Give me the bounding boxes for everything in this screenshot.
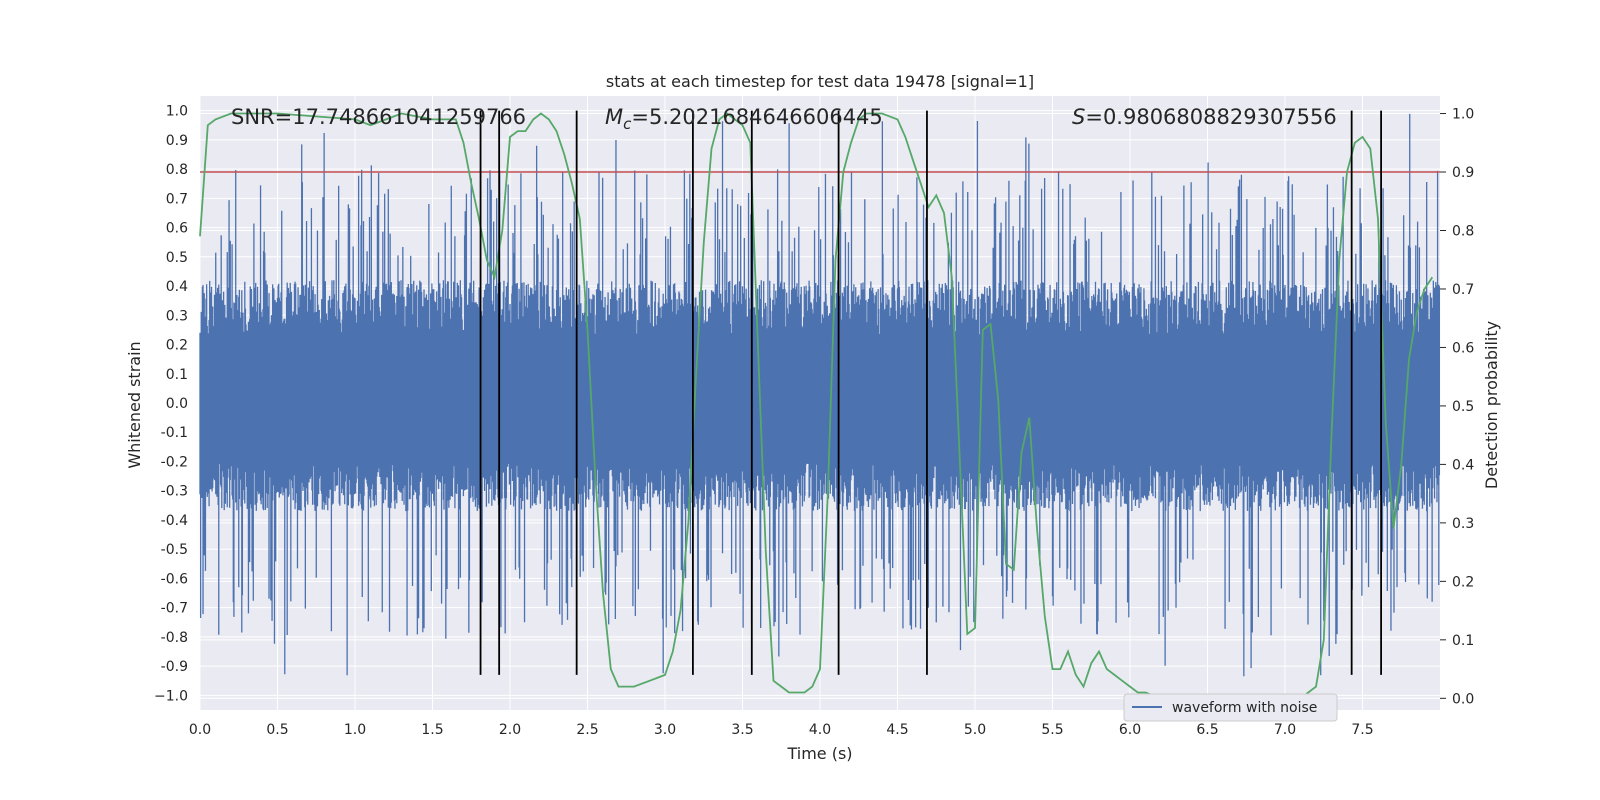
x-tick-label: 1.0	[344, 722, 366, 738]
chirp-mass-symbol: M	[605, 105, 623, 129]
y-tick-label: -0.7	[161, 601, 188, 617]
legend-box	[1123, 693, 1338, 722]
y-axis-label: Whitened strain	[125, 341, 144, 468]
y-tick-label: -0.6	[161, 571, 188, 587]
x-tick-label: 5.0	[964, 722, 986, 738]
chart-title: stats at each timestep for test data 194…	[606, 72, 1034, 91]
y2-tick-label: 0.1	[1452, 633, 1474, 649]
chirp-mass-subscript: c	[623, 115, 632, 133]
x-tick-label: 2.0	[499, 722, 521, 738]
x-tick-label: 4.5	[886, 722, 908, 738]
x-tick-label: 7.0	[1274, 722, 1296, 738]
x-tick-label: 7.5	[1351, 722, 1373, 738]
y-tick-label: -0.2	[161, 454, 188, 470]
y-tick-label: 0.1	[166, 367, 188, 383]
y-tick-label: 0.5	[166, 250, 188, 266]
x-axis-label: Time (s)	[786, 744, 852, 763]
y-tick-label: -0.1	[161, 425, 188, 441]
y-tick-label: 0.0	[166, 396, 188, 412]
y-tick-label: 0.7	[166, 191, 188, 207]
x-tick-label: 6.0	[1119, 722, 1141, 738]
x-tick-label: 3.0	[654, 722, 676, 738]
y-tick-label: 0.2	[166, 338, 188, 354]
snr-annotation: SNR=17.748661041259766	[231, 105, 526, 129]
y2-axis-label: Detection probability	[1482, 321, 1501, 489]
y2-axis-ticks: 1.0 0.9 0.8 0.7 0.6 0.5 0.4 0.3 0.2 0.1 0.0	[1440, 107, 1474, 707]
y2-tick-label: 0.3	[1452, 516, 1474, 532]
legend-label: waveform with noise	[1172, 700, 1317, 716]
event-lines	[479, 110, 1382, 675]
x-tick-label: 5.5	[1041, 722, 1063, 738]
y-tick-label: -0.4	[161, 513, 188, 529]
x-tick-label: 6.5	[1196, 722, 1218, 738]
x-tick-label: 1.5	[421, 722, 443, 738]
y-tick-label: −1.0	[154, 688, 188, 704]
y2-tick-label: 0.5	[1452, 399, 1474, 415]
y-tick-label: 0.8	[166, 162, 188, 178]
spin-symbol: S	[1072, 105, 1085, 129]
y-tick-label: -0.8	[161, 630, 188, 646]
y2-tick-label: 0.8	[1452, 223, 1474, 239]
chirp-mass-annotation: Mc=5.2021684646606445	[605, 105, 883, 133]
y2-tick-label: 0.6	[1452, 340, 1474, 356]
y-tick-label: -0.9	[161, 659, 188, 675]
y-tick-label: 1.0	[166, 104, 188, 120]
x-tick-label: 0.5	[266, 722, 288, 738]
y-tick-label: 0.4	[166, 279, 188, 295]
y2-tick-label: 0.7	[1452, 282, 1474, 298]
chirp-mass-value: =5.2021684646606445	[631, 105, 882, 129]
x-tick-label: 3.5	[731, 722, 753, 738]
y2-tick-label: 0.2	[1452, 574, 1474, 590]
y-tick-label: 0.6	[166, 221, 188, 237]
y2-tick-label: 0.4	[1452, 457, 1474, 473]
y-tick-label: 0.9	[166, 133, 188, 149]
y-tick-label: -0.5	[161, 542, 188, 558]
x-axis-ticks: 0.0 0.5 1.0 1.5 2.0 2.5 3.0 3.5 4.0 4.5 5.0 5.5 6.0 6…	[189, 722, 1374, 738]
x-tick-label: 0.0	[189, 722, 211, 738]
y-tick-label: -0.3	[161, 484, 188, 500]
x-tick-label: 2.5	[576, 722, 598, 738]
spin-value: =0.9806808829307556	[1085, 105, 1336, 129]
y2-tick-label: 0.0	[1452, 691, 1474, 707]
spin-annotation: S=0.9806808829307556	[1072, 105, 1337, 129]
legend: waveform with noise	[1123, 693, 1338, 722]
y-axis-ticks: 1.0 0.9 0.8 0.7 0.6 0.5 0.4 0.3 0.2 0.1 0.0 -0.1 -0.…	[154, 104, 188, 705]
y-tick-label: 0.3	[166, 308, 188, 324]
x-tick-label: 4.0	[809, 722, 831, 738]
y2-tick-label: 1.0	[1452, 107, 1474, 123]
y2-tick-label: 0.9	[1452, 165, 1474, 181]
